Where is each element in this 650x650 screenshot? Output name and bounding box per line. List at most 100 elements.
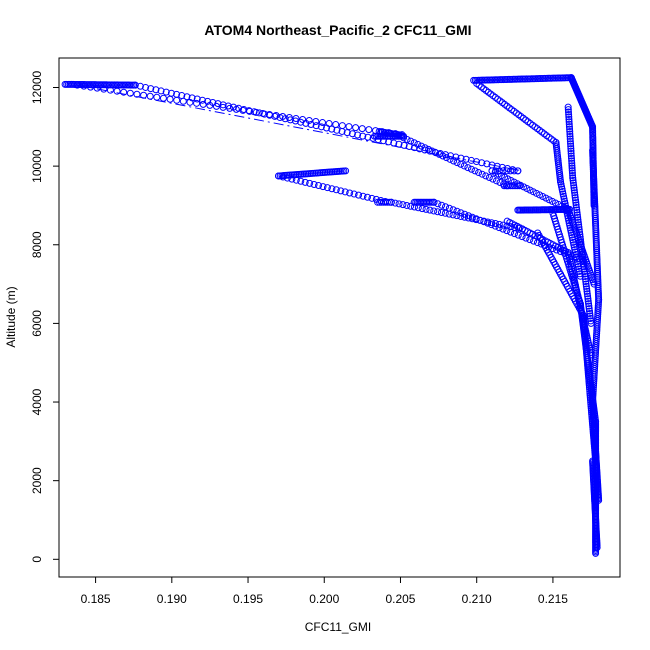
data-point bbox=[572, 199, 580, 207]
data-point bbox=[438, 201, 446, 209]
data-point bbox=[403, 135, 411, 143]
data-point bbox=[292, 176, 300, 184]
data-point bbox=[332, 186, 340, 194]
data-point bbox=[480, 218, 488, 226]
data-point bbox=[502, 182, 510, 190]
x-tick-label: 0.210 bbox=[462, 592, 492, 606]
data-point bbox=[515, 182, 523, 190]
data-point bbox=[93, 84, 101, 92]
data-point bbox=[120, 88, 128, 96]
data-point bbox=[568, 162, 576, 170]
data-point bbox=[460, 162, 468, 170]
data-point bbox=[564, 108, 572, 116]
data-point bbox=[468, 213, 476, 221]
data-point bbox=[503, 227, 511, 235]
data-point bbox=[310, 180, 318, 188]
data-point bbox=[391, 199, 399, 207]
data-point bbox=[578, 248, 586, 256]
data-point bbox=[450, 157, 458, 165]
data-point bbox=[283, 174, 291, 182]
data-point bbox=[140, 91, 148, 99]
data-point bbox=[232, 105, 240, 113]
data-point bbox=[499, 225, 507, 233]
data-point bbox=[507, 228, 515, 236]
data-point bbox=[350, 190, 358, 198]
data-point bbox=[325, 120, 333, 128]
data-point bbox=[272, 111, 280, 119]
data-point bbox=[565, 113, 573, 121]
data-point bbox=[400, 134, 408, 142]
y-tick-label: 2000 bbox=[30, 467, 44, 494]
data-point bbox=[428, 147, 436, 155]
data-point bbox=[131, 81, 139, 89]
data-point bbox=[434, 208, 442, 216]
data-point bbox=[341, 188, 349, 196]
data-point bbox=[358, 125, 366, 133]
data-point bbox=[567, 140, 575, 148]
data-point bbox=[136, 82, 144, 90]
data-point bbox=[457, 160, 465, 168]
x-axis-label: CFC11_GMI bbox=[305, 620, 371, 634]
data-point bbox=[484, 219, 492, 227]
data-point bbox=[188, 94, 196, 102]
data-point bbox=[395, 140, 403, 148]
y-tick-label: 10000 bbox=[30, 149, 44, 183]
data-point bbox=[365, 126, 373, 134]
data-point bbox=[410, 139, 418, 147]
data-point bbox=[179, 97, 187, 105]
data-point bbox=[252, 108, 260, 116]
data-point bbox=[305, 117, 313, 125]
data-point bbox=[499, 167, 507, 175]
data-point bbox=[585, 305, 593, 313]
data-point bbox=[568, 157, 576, 165]
data-point bbox=[568, 164, 576, 172]
data-point bbox=[526, 236, 534, 244]
data-point bbox=[568, 159, 576, 167]
data-point bbox=[584, 297, 592, 305]
data-point bbox=[492, 177, 500, 185]
data-point bbox=[582, 282, 590, 290]
data-point bbox=[566, 125, 574, 133]
data-point bbox=[467, 156, 475, 164]
data-point bbox=[219, 101, 227, 109]
data-point bbox=[461, 213, 469, 221]
data-point bbox=[343, 129, 351, 137]
data-point bbox=[496, 178, 504, 186]
data-point bbox=[462, 155, 470, 163]
data-point bbox=[383, 198, 391, 206]
data-point bbox=[279, 173, 287, 181]
data-point bbox=[275, 172, 283, 180]
data-point bbox=[507, 182, 515, 190]
data-point bbox=[566, 130, 574, 138]
data-point bbox=[478, 170, 486, 178]
data-point bbox=[567, 150, 575, 158]
data-point bbox=[522, 234, 530, 242]
data-point bbox=[364, 133, 372, 141]
data-point bbox=[162, 88, 170, 96]
data-point bbox=[568, 169, 576, 177]
data-point bbox=[219, 103, 227, 111]
data-point bbox=[421, 144, 429, 152]
data-point bbox=[226, 104, 234, 112]
x-tick-label: 0.185 bbox=[81, 592, 111, 606]
data-point bbox=[173, 96, 181, 104]
data-point bbox=[432, 149, 440, 157]
data-point bbox=[500, 182, 508, 190]
data-point bbox=[430, 207, 438, 215]
data-point bbox=[482, 172, 490, 180]
data-point bbox=[513, 182, 521, 190]
data-point bbox=[430, 198, 438, 206]
data-point bbox=[441, 209, 449, 217]
data-point bbox=[510, 230, 518, 238]
data-point bbox=[570, 186, 578, 194]
data-point bbox=[475, 169, 483, 177]
y-tick-label: 12000 bbox=[30, 70, 44, 104]
data-point bbox=[584, 292, 592, 300]
data-point bbox=[407, 137, 415, 145]
data-point bbox=[442, 154, 450, 162]
data-point bbox=[342, 167, 350, 175]
data-point bbox=[363, 193, 371, 201]
x-tick-label: 0.190 bbox=[157, 592, 187, 606]
data-point bbox=[348, 130, 356, 138]
data-point bbox=[564, 103, 572, 111]
